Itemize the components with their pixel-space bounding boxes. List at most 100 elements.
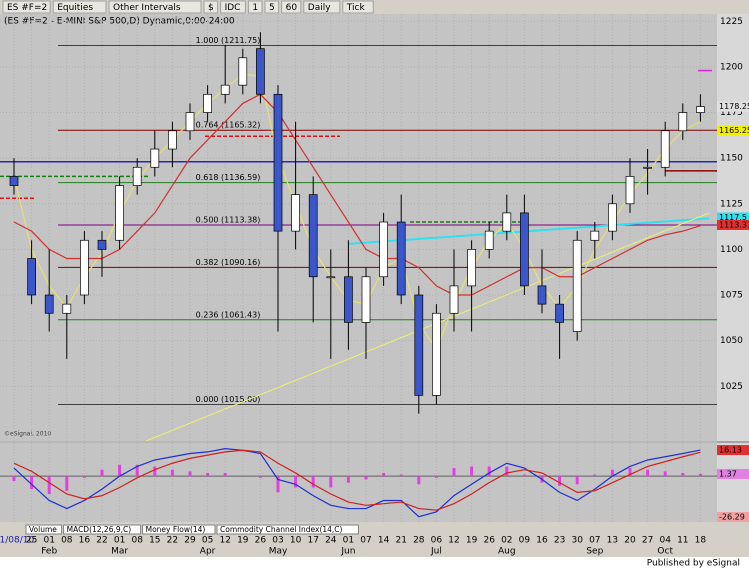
x-tick-label: 24 <box>325 536 337 546</box>
price-tag <box>717 212 749 223</box>
macd-tag-label: -26.29 <box>719 513 745 522</box>
candle-body <box>572 239 582 332</box>
x-tick-label: 04 <box>659 536 671 546</box>
tab-label[interactable]: Commodity Channel Index(14,C) <box>220 525 343 534</box>
candle-body <box>150 148 160 168</box>
x-tick-label: 01/08/10 <box>0 536 34 546</box>
candle-body <box>537 285 547 305</box>
price-tag <box>717 101 749 112</box>
y-tick-label: 1225 <box>720 17 743 27</box>
macd-line <box>13 448 701 518</box>
toolbar-button[interactable] <box>203 0 219 14</box>
tab[interactable] <box>142 524 216 535</box>
toolbar-button[interactable] <box>303 0 341 14</box>
chart-title: (ES #F=2 - E-MINI S&P 500,D) Dynamic,0:0… <box>4 17 235 27</box>
right-axis <box>717 14 749 522</box>
tab-label[interactable]: Money Flow(14) <box>146 525 206 534</box>
toolbar-label[interactable]: $ <box>208 3 214 13</box>
candle-body <box>643 166 652 169</box>
toolbar-label[interactable]: Equities <box>57 3 93 13</box>
toolbar-label[interactable]: Tick <box>346 3 366 13</box>
toolbar-button[interactable] <box>342 0 374 14</box>
candle-body <box>432 312 441 396</box>
month-label: Oct <box>657 547 673 557</box>
tab[interactable] <box>25 524 63 535</box>
toolbar-button[interactable] <box>220 0 246 14</box>
toolbar-button[interactable] <box>2 0 51 14</box>
toolbar-label[interactable]: IDC <box>225 3 241 13</box>
candle-body <box>625 176 635 205</box>
toolbar-button[interactable] <box>52 0 107 14</box>
copyright: ©eSignal, 2010 <box>4 431 51 438</box>
macd-tag-label: 1.37 <box>719 469 737 478</box>
toolbar-button[interactable] <box>281 0 302 14</box>
candle-body <box>44 294 54 314</box>
x-tick-label: 07 <box>360 536 371 546</box>
toolbar-label[interactable]: 1 <box>252 3 258 13</box>
x-tick-label: 07 <box>589 536 600 546</box>
month-label: Sep <box>586 547 603 557</box>
price-tag-label: 1113.37 <box>719 221 749 230</box>
moving-average <box>13 73 701 352</box>
x-tick-label: 25 <box>26 536 37 546</box>
y-tick-label: 1125 <box>720 199 743 209</box>
x-tick-label: 26 <box>483 536 495 546</box>
candle-body <box>115 185 124 241</box>
x-tick-label: 08 <box>131 536 143 546</box>
candle-body <box>203 93 212 113</box>
month-label: Feb <box>41 547 57 557</box>
toolbar-button[interactable] <box>108 0 202 14</box>
candle-body <box>361 276 371 323</box>
candle-body <box>660 130 670 168</box>
tab-label[interactable]: MACD(12,26,9,C) <box>67 525 132 534</box>
fib-label: 0.000 (1015.00) <box>196 395 261 404</box>
signal-line <box>13 449 701 511</box>
x-tick-label: 20 <box>624 536 636 546</box>
fib-label: 1.000 (1211.75) <box>196 36 261 45</box>
x-tick-label: 16 <box>79 536 91 546</box>
x-tick-label: 02 <box>501 536 512 546</box>
y-tick-label: 1100 <box>720 245 743 255</box>
candle-body <box>590 230 600 241</box>
toolbar-label[interactable]: 5 <box>269 3 275 13</box>
x-tick-label: 06 <box>431 536 443 546</box>
candle-body <box>344 276 353 323</box>
toolbar-button[interactable] <box>264 0 280 14</box>
toolbar-label[interactable]: 60 <box>286 3 298 13</box>
y-tick-label: 1075 <box>720 291 743 301</box>
candle-body <box>520 212 529 287</box>
tab[interactable] <box>63 524 142 535</box>
macd-tag <box>717 512 749 522</box>
x-tick-label: 14 <box>378 536 390 546</box>
candle-body <box>256 48 265 95</box>
x-tick-label: 22 <box>96 536 107 546</box>
x-tick-label: 05 <box>202 536 213 546</box>
x-tick-label: 15 <box>149 536 160 546</box>
tab[interactable] <box>216 524 359 535</box>
x-tick-label: 27 <box>642 536 653 546</box>
x-tick-label: 17 <box>307 536 318 546</box>
tab-label[interactable]: Volume <box>29 525 57 534</box>
x-tick-label: 01 <box>343 536 354 546</box>
x-tick-label: 23 <box>554 536 565 546</box>
toolbar-label[interactable]: Other Intervals <box>113 3 181 13</box>
y-tick-label: 1200 <box>720 62 743 72</box>
trendline <box>145 212 710 442</box>
price-tag-label: 1178.25 <box>719 102 749 111</box>
x-tick-label: 21 <box>395 536 406 546</box>
x-tick-label: 12 <box>448 536 459 546</box>
toolbar-label[interactable]: ES #F=2 <box>7 3 47 13</box>
toolbar-button[interactable] <box>247 0 263 14</box>
x-tick-label: 11 <box>677 536 688 546</box>
month-label: Mar <box>111 547 128 557</box>
x-tick-label: 19 <box>237 536 249 546</box>
month-label: Jul <box>430 547 442 557</box>
toolbar-label[interactable]: Daily <box>308 3 331 13</box>
macd-tag <box>717 445 749 456</box>
candle-body <box>168 130 177 150</box>
x-tick-label: 28 <box>413 536 425 546</box>
y-tick-label: 1175 <box>720 108 743 118</box>
x-tick-label: 22 <box>167 536 178 546</box>
